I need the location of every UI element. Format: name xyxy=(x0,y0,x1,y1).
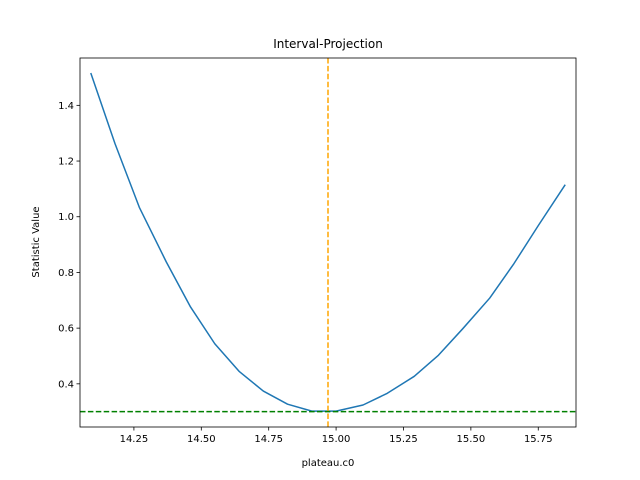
y-tick-label: 0.4 xyxy=(58,379,74,390)
y-tick-label: 1.0 xyxy=(58,212,74,223)
x-tick-label: 15.00 xyxy=(322,434,351,445)
y-tick-label: 0.6 xyxy=(58,324,74,335)
y-axis-label: Statistic Value xyxy=(31,206,42,277)
plot-area: 14.25 14.50 14.75 15.00 15.25 15.50 15.75 0.4 0.… xyxy=(58,57,577,445)
y-tick-label: 1.2 xyxy=(58,157,74,168)
x-tick-label: 15.75 xyxy=(524,434,553,445)
series-line-0 xyxy=(90,72,566,412)
y-tick-label: 0.8 xyxy=(58,268,74,279)
axes-frame xyxy=(79,57,577,428)
chart-title: Interval-Projection xyxy=(273,37,383,51)
x-tick-label: 15.50 xyxy=(457,434,486,445)
x-tick-label: 14.75 xyxy=(254,434,283,445)
x-tick-label: 15.25 xyxy=(389,434,418,445)
y-tick-label: 1.4 xyxy=(58,101,74,112)
x-tick-label: 14.50 xyxy=(187,434,216,445)
x-tick-label: 14.25 xyxy=(120,434,149,445)
x-axis-label: plateau.c0 xyxy=(302,458,355,469)
